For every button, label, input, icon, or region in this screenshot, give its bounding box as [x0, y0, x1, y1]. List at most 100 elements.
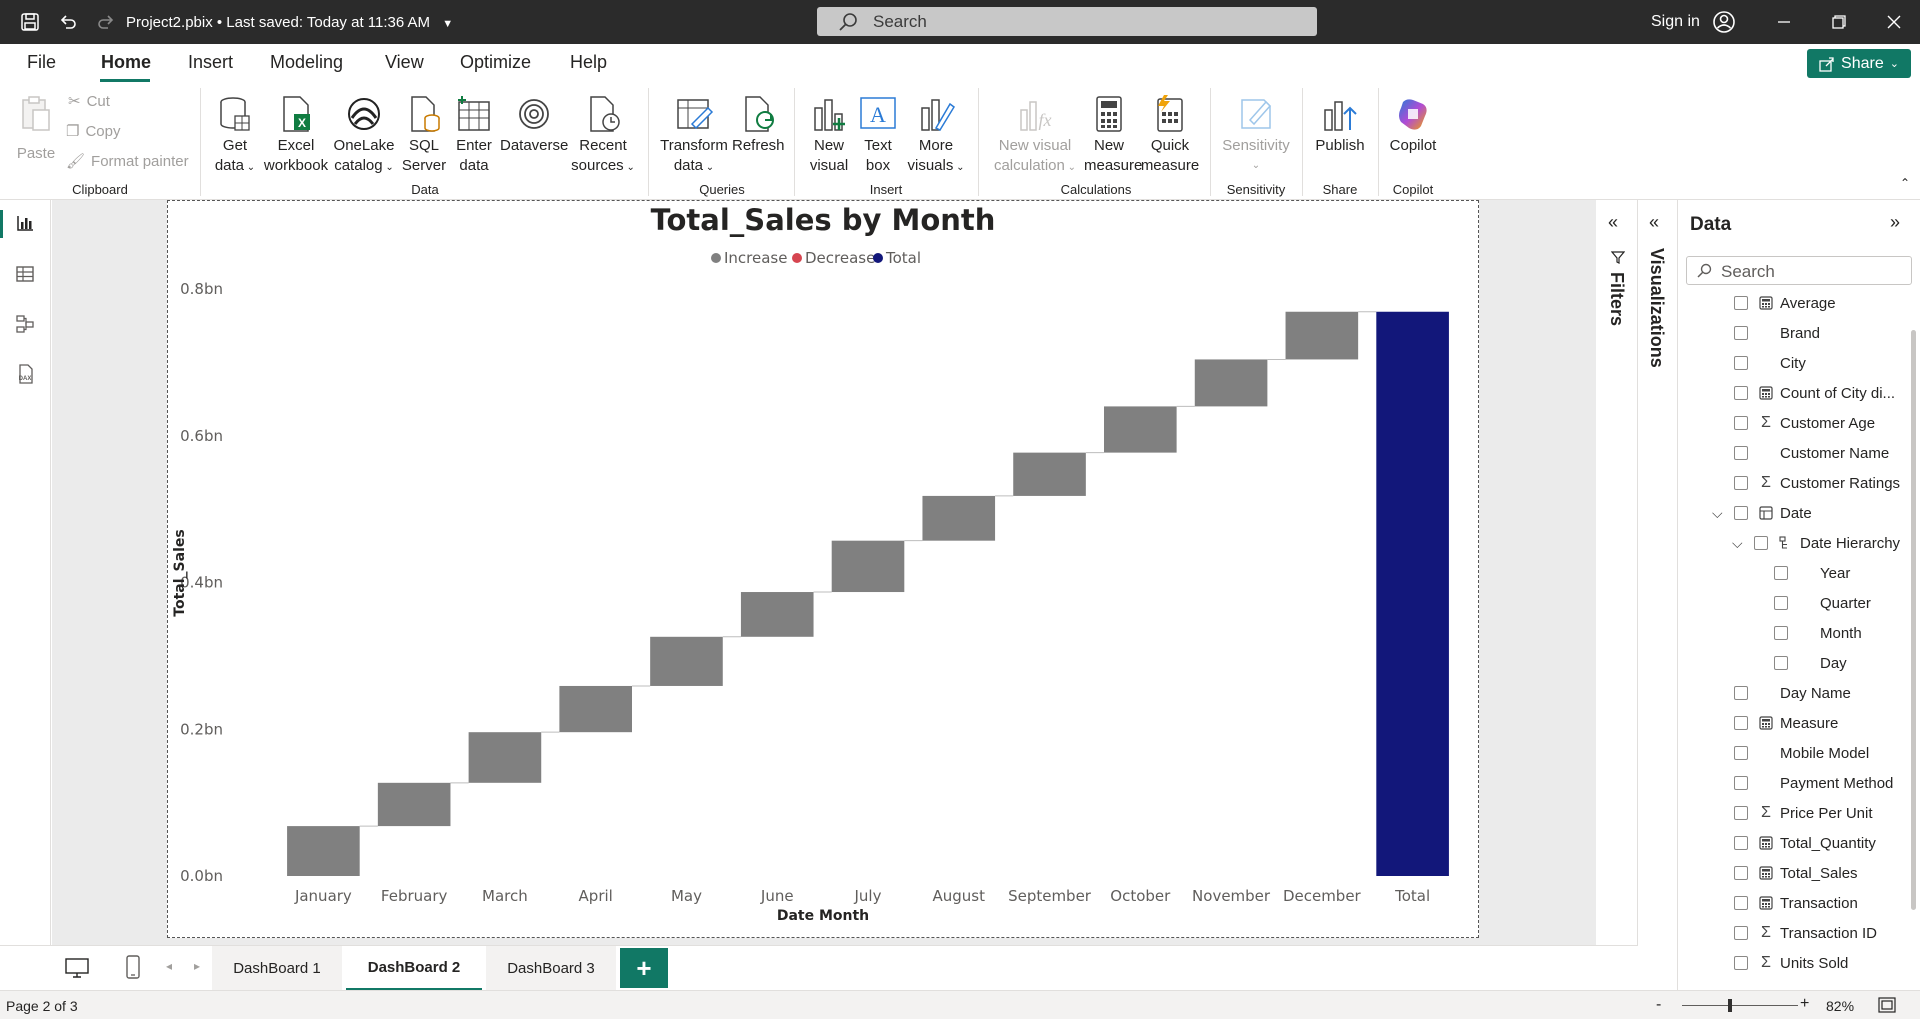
- field-checkbox[interactable]: [1734, 446, 1748, 460]
- field-item[interactable]: Day Name: [1734, 679, 1851, 707]
- sensitivity-button[interactable]: Sensitivity ⌄: [1218, 94, 1294, 176]
- field-checkbox[interactable]: [1734, 296, 1748, 310]
- total-bar[interactable]: [1376, 311, 1449, 877]
- field-item[interactable]: Σ Units Sold: [1734, 949, 1848, 977]
- enter-data-button[interactable]: Enter data: [450, 94, 498, 176]
- field-checkbox[interactable]: [1734, 506, 1748, 520]
- field-item[interactable]: Total_Quantity: [1734, 829, 1876, 857]
- field-checkbox[interactable]: [1754, 536, 1768, 550]
- zoom-out-button[interactable]: -: [1656, 996, 1662, 1013]
- field-checkbox[interactable]: [1734, 476, 1748, 490]
- add-page-button[interactable]: +: [620, 948, 668, 988]
- field-checkbox[interactable]: [1734, 956, 1748, 970]
- get-data-button[interactable]: Get data ⌄: [210, 94, 260, 178]
- more-visuals-button[interactable]: More visuals ⌄: [904, 94, 968, 178]
- zoom-in-button[interactable]: +: [1800, 995, 1810, 1012]
- recent-sources-button[interactable]: Recent sources ⌄: [570, 94, 636, 178]
- close-button[interactable]: [1882, 10, 1906, 34]
- redo-icon[interactable]: [94, 10, 118, 34]
- collapse-ribbon-icon[interactable]: ⌃: [1900, 176, 1911, 190]
- field-checkbox[interactable]: [1774, 566, 1788, 580]
- expand-chevron-icon[interactable]: ⌵: [1732, 534, 1743, 551]
- field-checkbox[interactable]: [1734, 356, 1748, 370]
- increase-bar[interactable]: [831, 540, 905, 593]
- increase-bar[interactable]: [1013, 452, 1086, 496]
- publish-button[interactable]: Publish: [1310, 94, 1370, 156]
- field-item[interactable]: Average: [1734, 289, 1836, 317]
- next-page-icon[interactable]: ▸: [194, 959, 201, 973]
- field-item[interactable]: Month: [1774, 619, 1862, 647]
- page-tab[interactable]: DashBoard 1: [212, 946, 342, 991]
- save-icon[interactable]: [18, 10, 42, 34]
- data-pane-scrollbar[interactable]: [1911, 330, 1916, 910]
- field-checkbox[interactable]: [1774, 656, 1788, 670]
- copy-button[interactable]: ❐ Copy: [66, 122, 120, 141]
- page-tab-active[interactable]: DashBoard 2: [346, 946, 482, 991]
- expand-chevron-icon[interactable]: ⌵: [1712, 504, 1723, 521]
- field-checkbox[interactable]: [1774, 596, 1788, 610]
- field-checkbox[interactable]: [1734, 806, 1748, 820]
- increase-bar[interactable]: [1104, 406, 1177, 453]
- increase-bar[interactable]: [650, 636, 723, 686]
- minimize-button[interactable]: [1772, 10, 1796, 34]
- dax-query-view-icon[interactable]: DAX: [12, 361, 38, 387]
- zoom-slider-thumb[interactable]: [1727, 999, 1732, 1012]
- undo-icon[interactable]: [56, 10, 80, 34]
- field-item[interactable]: Customer Name: [1734, 439, 1889, 467]
- field-checkbox[interactable]: [1734, 326, 1748, 340]
- field-item[interactable]: Brand: [1734, 319, 1820, 347]
- cut-button[interactable]: ✂ Cut: [68, 92, 110, 111]
- share-button[interactable]: Share ⌄: [1807, 49, 1911, 78]
- transform-data-button[interactable]: Transform data ⌄: [658, 94, 730, 178]
- field-checkbox[interactable]: [1734, 866, 1748, 880]
- tab-insert[interactable]: Insert: [188, 52, 234, 72]
- increase-bar[interactable]: [1194, 359, 1268, 407]
- text-box-button[interactable]: A Text box: [856, 94, 900, 176]
- field-item[interactable]: Transaction: [1734, 889, 1858, 917]
- page-tab[interactable]: DashBoard 3: [486, 946, 616, 991]
- desktop-layout-icon[interactable]: [64, 957, 90, 984]
- fit-to-page-icon[interactable]: [1878, 997, 1896, 1016]
- onelake-catalog-button[interactable]: OneLake catalog ⌄: [332, 94, 396, 178]
- tab-optimize[interactable]: Optimize: [460, 52, 532, 72]
- model-view-icon[interactable]: [12, 311, 38, 337]
- increase-bar[interactable]: [922, 495, 996, 541]
- expand-filters-icon[interactable]: «: [1608, 212, 1619, 232]
- field-checkbox[interactable]: [1734, 716, 1748, 730]
- increase-bar[interactable]: [468, 732, 542, 783]
- increase-bar[interactable]: [377, 782, 451, 827]
- search-box[interactable]: Search: [817, 7, 1317, 36]
- refresh-button[interactable]: Refresh: [732, 94, 785, 156]
- tab-modeling[interactable]: Modeling: [270, 52, 344, 72]
- new-visual-button[interactable]: New visual: [804, 94, 854, 176]
- sign-in-link[interactable]: Sign in: [1651, 13, 1700, 30]
- increase-bar[interactable]: [1285, 311, 1359, 360]
- file-title[interactable]: Project2.pbix • Last saved: Today at 11:…: [126, 14, 453, 31]
- field-item[interactable]: Quarter: [1774, 589, 1871, 617]
- dataverse-button[interactable]: Dataverse: [500, 94, 568, 156]
- field-item[interactable]: Σ Customer Ratings: [1734, 469, 1900, 497]
- field-checkbox[interactable]: [1734, 776, 1748, 790]
- quick-measure-button[interactable]: Quick measure: [1138, 94, 1202, 176]
- copilot-button[interactable]: Copilot: [1384, 94, 1442, 156]
- field-item[interactable]: ⌵ Date: [1712, 499, 1812, 527]
- field-checkbox[interactable]: [1734, 746, 1748, 760]
- data-search-input[interactable]: Search: [1686, 256, 1912, 285]
- increase-bar[interactable]: [740, 592, 814, 637]
- field-checkbox[interactable]: [1734, 836, 1748, 850]
- account-icon[interactable]: [1712, 10, 1736, 34]
- field-item[interactable]: Σ Customer Age: [1734, 409, 1875, 437]
- mobile-layout-icon[interactable]: [125, 955, 141, 984]
- format-painter-button[interactable]: 🖌 Format painter: [66, 152, 189, 171]
- increase-bar[interactable]: [559, 685, 632, 733]
- field-item[interactable]: Σ Transaction ID: [1734, 919, 1877, 947]
- new-measure-button[interactable]: New measure: [1084, 94, 1142, 176]
- field-item[interactable]: Day: [1774, 649, 1847, 677]
- sql-server-button[interactable]: SQL Server: [400, 94, 448, 176]
- tab-file[interactable]: File: [27, 52, 57, 72]
- field-checkbox[interactable]: [1774, 626, 1788, 640]
- field-checkbox[interactable]: [1734, 926, 1748, 940]
- restore-button[interactable]: [1827, 10, 1851, 34]
- field-item[interactable]: Year: [1774, 559, 1850, 587]
- waterfall-chart-visual[interactable]: Total_Sales by Month Increase Decrease Tot…: [167, 200, 1479, 938]
